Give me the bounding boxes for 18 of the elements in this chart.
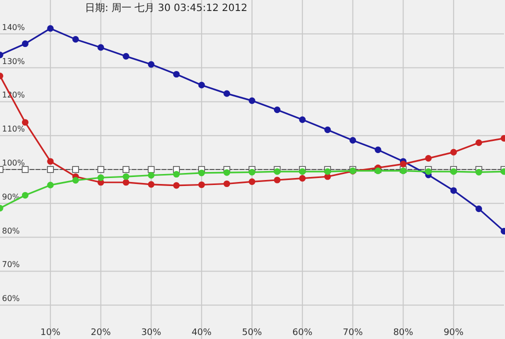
x-tick-label: 30%: [141, 328, 162, 338]
y-tick-label: 80%: [2, 226, 20, 236]
chart-title: 日期: 周一 七月 30 03:45:12 2012: [85, 2, 248, 14]
y-tick-label: 70%: [2, 260, 20, 270]
y-tick-label: 130%: [2, 56, 26, 66]
x-tick-label: 10%: [40, 328, 61, 338]
x-tick-label: 50%: [242, 328, 262, 338]
y-tick-label: 100%: [2, 158, 26, 168]
y-tick-label: 110%: [2, 124, 26, 134]
x-tick-label: 20%: [90, 328, 112, 338]
y-tick-label: 60%: [2, 294, 20, 304]
x-tick-label: 70%: [342, 328, 364, 338]
y-tick-label: 90%: [2, 192, 20, 202]
y-tick-label: 140%: [2, 22, 26, 32]
x-tick-label: 60%: [292, 328, 313, 338]
x-tick-label: 40%: [192, 328, 212, 338]
x-tick-label: 90%: [444, 328, 464, 338]
x-tick-label: 80%: [393, 328, 414, 338]
